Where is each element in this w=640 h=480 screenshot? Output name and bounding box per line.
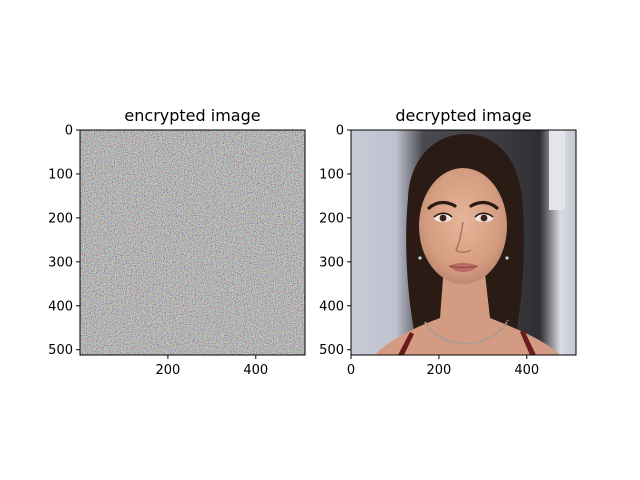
encrypted-image-title: encrypted image bbox=[124, 106, 260, 125]
decrypted-image-y-axis: 0 100 200 300 400 500 bbox=[319, 124, 351, 359]
encrypted-image-x-axis: 200 400 bbox=[155, 355, 268, 378]
x-tick-label: 200 bbox=[426, 363, 451, 378]
y-tick-label: 0 bbox=[336, 124, 344, 139]
decrypted-image bbox=[351, 130, 576, 355]
y-tick-label: 300 bbox=[48, 255, 73, 270]
encrypted-image bbox=[80, 130, 305, 355]
x-tick-label: 400 bbox=[243, 363, 268, 378]
x-tick-label: 400 bbox=[514, 363, 539, 378]
decrypted-image-panel: decrypted image bbox=[319, 106, 576, 378]
y-tick-label: 400 bbox=[48, 299, 73, 314]
x-tick-label: 200 bbox=[155, 363, 180, 378]
y-tick-label: 100 bbox=[319, 167, 344, 182]
y-tick-label: 0 bbox=[65, 124, 73, 139]
encrypted-image-y-axis: 0 100 200 300 400 500 bbox=[48, 124, 80, 359]
y-tick-label: 300 bbox=[319, 255, 344, 270]
y-tick-label: 500 bbox=[319, 343, 344, 358]
x-tick-label: 0 bbox=[347, 363, 355, 378]
y-tick-label: 200 bbox=[319, 211, 344, 226]
decrypted-image-title: decrypted image bbox=[395, 106, 531, 125]
y-tick-label: 500 bbox=[48, 343, 73, 358]
decrypted-image-x-axis: 0 200 400 bbox=[347, 355, 539, 378]
y-tick-label: 200 bbox=[48, 211, 73, 226]
y-tick-label: 400 bbox=[319, 299, 344, 314]
encrypted-image-panel: encrypted image 200 400 0 100 200 300 400 500 bbox=[48, 106, 305, 378]
y-tick-label: 100 bbox=[48, 167, 73, 182]
